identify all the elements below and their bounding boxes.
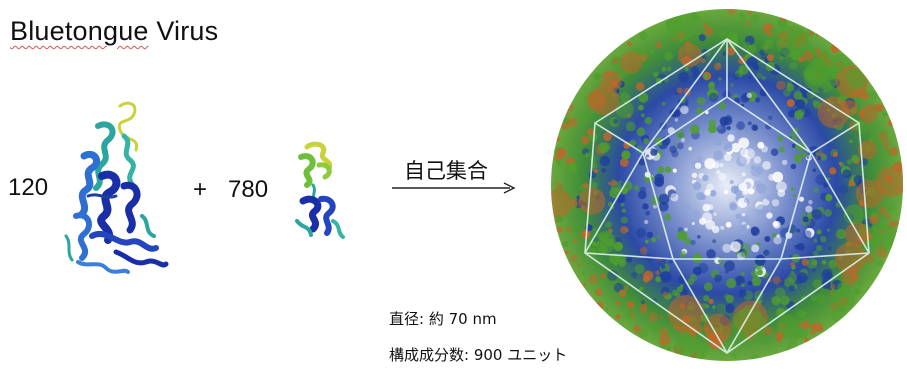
protein-vp3-icon bbox=[295, 141, 345, 239]
component-count-text: 構成成分数: 900 ユニット bbox=[389, 346, 568, 364]
title-word-bluetongue: Bluetongue bbox=[10, 16, 149, 46]
self-assembly-arrow-icon bbox=[392, 182, 516, 194]
diameter-text: 直径: 約 70 nm bbox=[389, 310, 497, 328]
title-word-virus: Virus bbox=[148, 16, 219, 46]
self-assembly-label: 自己集合 bbox=[404, 159, 488, 183]
virus-capsid-icon bbox=[551, 9, 903, 361]
protein-vp7-trimer-icon bbox=[64, 101, 169, 274]
page-title: Bluetongue Virus bbox=[10, 16, 218, 47]
count-780: 780 bbox=[228, 176, 269, 203]
plus-sign: + bbox=[193, 176, 208, 203]
count-120: 120 bbox=[8, 174, 49, 201]
